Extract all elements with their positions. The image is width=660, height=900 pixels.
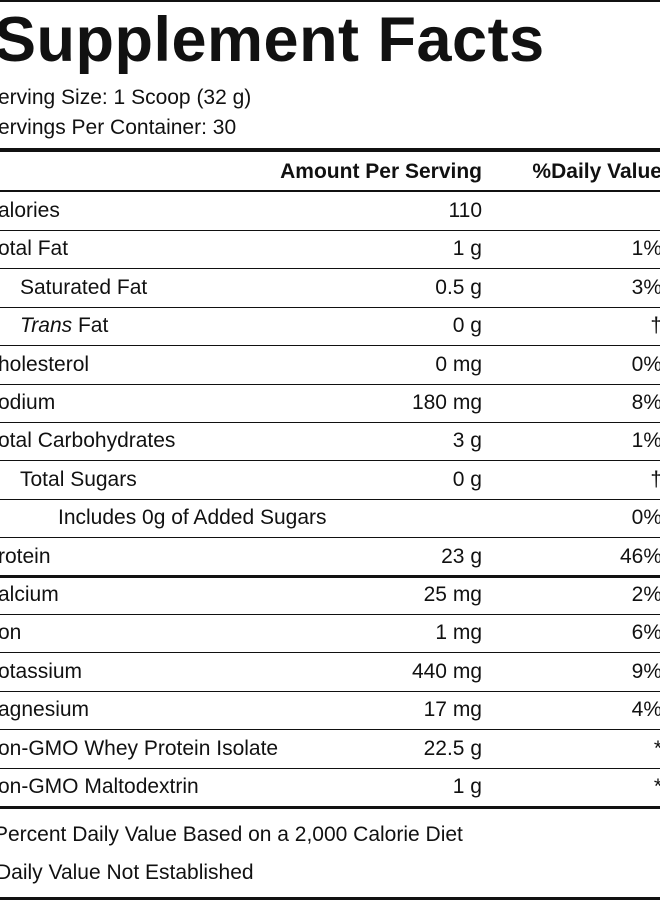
nutrient-name-text: alcium <box>0 583 59 606</box>
nutrient-name: odium <box>0 391 55 415</box>
nutrient-name: holesterol <box>0 353 89 377</box>
amount: 22.5 g <box>423 736 482 760</box>
amount: 1 g <box>452 237 482 261</box>
amount: 25 mg <box>423 583 482 606</box>
rule <box>0 690 660 692</box>
nutrient-name: Trans Fat <box>20 314 108 338</box>
daily-value: 1% <box>631 429 660 453</box>
daily-value: 8% <box>631 391 660 414</box>
nutrient-name-text: Total Sugars <box>20 467 137 491</box>
rule <box>0 460 660 462</box>
rule <box>0 498 660 500</box>
nutrient-name: alories <box>0 199 60 223</box>
amount: 1 mg <box>435 621 482 645</box>
rule <box>0 306 660 308</box>
daily-value: * <box>654 775 660 799</box>
nutrient-name-text: Includes 0g of Added Sugars <box>58 506 327 530</box>
nutrient-name-text: on-GMO Maltodextrin <box>0 775 199 798</box>
nutrient-name-text: agnesium <box>0 698 90 722</box>
nutrient-name-text: otal Fat <box>0 237 69 261</box>
rule <box>0 230 660 231</box>
daily-value: 9% <box>631 659 660 683</box>
rule <box>0 345 660 347</box>
nutrient-name: rotein <box>0 545 51 569</box>
daily-value: 0% <box>631 506 660 530</box>
serving-size: erving Size: 1 Scoop (32 g) <box>0 86 252 109</box>
nutrient-name-text: alories <box>0 199 60 222</box>
nutrient-name-text: on <box>0 621 22 645</box>
nutrient-name: alcium <box>0 583 59 607</box>
rule <box>0 268 660 270</box>
footnote: Daily Value Not Established <box>0 861 254 884</box>
column-header: %Daily Value <box>532 160 660 183</box>
amount: 1 g <box>452 775 482 798</box>
daily-value: 2% <box>631 583 660 606</box>
rule <box>0 190 660 192</box>
amount: 23 g <box>441 544 482 568</box>
nutrient-name: Total Sugars <box>20 468 137 492</box>
nutrient-name: otal Carbohydrates <box>0 429 175 453</box>
nutrient-name-text: odium <box>0 391 56 414</box>
daily-value: 4% <box>631 698 660 722</box>
nutrient-name: otal Fat <box>0 237 68 261</box>
amount: 180 mg <box>411 391 482 414</box>
rule <box>0 148 660 152</box>
rule <box>0 383 660 385</box>
daily-value: * <box>654 737 660 761</box>
nutrient-name-text: holesterol <box>0 352 90 376</box>
nutrient-name: agnesium <box>0 698 89 722</box>
amount: 110 <box>448 199 482 222</box>
amount: 0 g <box>452 467 482 491</box>
amount: 0 mg <box>435 352 482 376</box>
nutrient-name: on-GMO Maltodextrin <box>0 775 199 799</box>
amount: 0.5 g <box>435 275 482 299</box>
footnote: Percent Daily Value Based on a 2,000 Cal… <box>0 823 463 846</box>
nutrient-name-text: Saturated Fat <box>20 275 148 299</box>
rule <box>0 614 660 615</box>
rule <box>0 806 660 809</box>
nutrient-name: Includes 0g of Added Sugars <box>58 506 327 530</box>
rule <box>0 574 660 578</box>
daily-value: 46% <box>619 544 660 568</box>
column-header: Amount Per Serving <box>280 160 482 183</box>
nutrient-name: on <box>0 621 21 645</box>
nutrient-name-text: rotein <box>0 544 51 568</box>
nutrient-name: on-GMO Whey Protein Isolate <box>0 737 278 761</box>
nutrient-name-text: on-GMO Whey Protein Isolate <box>0 736 279 760</box>
daily-value: † <box>650 314 660 338</box>
amount: 3 g <box>452 429 482 453</box>
daily-value: 6% <box>631 621 660 645</box>
nutrient-name-text: Fat <box>72 314 109 338</box>
amount: 440 mg <box>411 659 482 683</box>
amount: 0 g <box>452 314 482 338</box>
nutrient-name-text: otassium <box>0 659 83 683</box>
rule <box>0 729 660 731</box>
rule <box>0 767 660 769</box>
rule <box>0 0 660 2</box>
title: Supplement Facts <box>0 5 545 75</box>
rule <box>0 897 660 900</box>
rule <box>0 537 660 539</box>
rule <box>0 652 660 654</box>
daily-value: 0% <box>631 352 660 376</box>
daily-value: † <box>650 468 660 492</box>
nutrient-name: otassium <box>0 660 82 684</box>
servings-per-container: ervings Per Container: 30 <box>0 116 237 139</box>
amount: 17 mg <box>423 698 482 722</box>
daily-value: 3% <box>631 275 660 299</box>
nutrient-name-italic: Trans <box>20 314 73 338</box>
rule <box>0 422 660 423</box>
nutrient-name-text: otal Carbohydrates <box>0 429 176 453</box>
daily-value: 1% <box>631 237 660 261</box>
nutrient-name: Saturated Fat <box>20 276 147 300</box>
